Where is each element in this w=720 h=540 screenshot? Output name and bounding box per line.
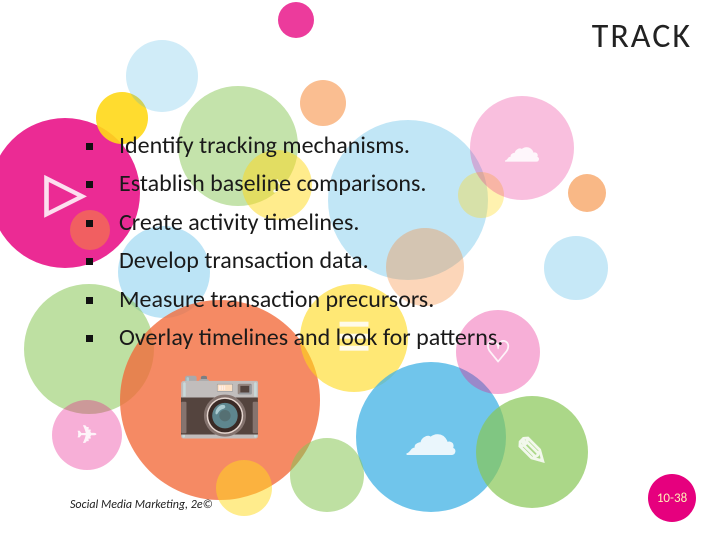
list-item: Develop transaction data.	[86, 245, 503, 277]
bullet-text: Measure transaction precursors.	[119, 284, 434, 316]
bullet-text: Develop transaction data.	[119, 245, 369, 277]
slide-title: TRACK	[592, 16, 692, 57]
list-item: Overlay timelines and look for patterns.	[86, 322, 503, 354]
footer-text: Social Media Marketing, 2e©	[70, 498, 213, 512]
bg-circle	[290, 438, 364, 512]
bullet-icon	[86, 181, 93, 188]
bullet-icon	[86, 258, 93, 265]
bullet-icon	[86, 143, 93, 150]
list-item: Establish baseline comparisons.	[86, 168, 503, 200]
bg-circle	[544, 236, 608, 300]
page-number-badge: 10-38	[648, 474, 696, 522]
bg-circle	[278, 2, 314, 38]
page-number: 10-38	[657, 491, 687, 506]
bullet-text: Overlay timelines and look for patterns.	[119, 322, 503, 354]
bg-circle	[300, 80, 346, 126]
bullet-text: Create activity timelines.	[119, 207, 359, 239]
bullet-icon	[86, 335, 93, 342]
bg-circle	[216, 460, 272, 516]
bullet-icon	[86, 297, 93, 304]
list-item: Measure transaction precursors.	[86, 284, 503, 316]
bullet-list: Identify tracking mechanisms. Establish …	[86, 130, 503, 360]
list-item: Identify tracking mechanisms.	[86, 130, 503, 162]
bg-circle-icon: ✈	[52, 400, 122, 470]
bullet-text: Identify tracking mechanisms.	[119, 130, 410, 162]
bg-circle-icon: ✎	[476, 396, 588, 508]
list-item: Create activity timelines.	[86, 207, 503, 239]
bullet-text: Establish baseline comparisons.	[119, 168, 426, 200]
bg-circle	[126, 40, 198, 112]
bg-circle	[568, 174, 606, 212]
bullet-icon	[86, 220, 93, 227]
